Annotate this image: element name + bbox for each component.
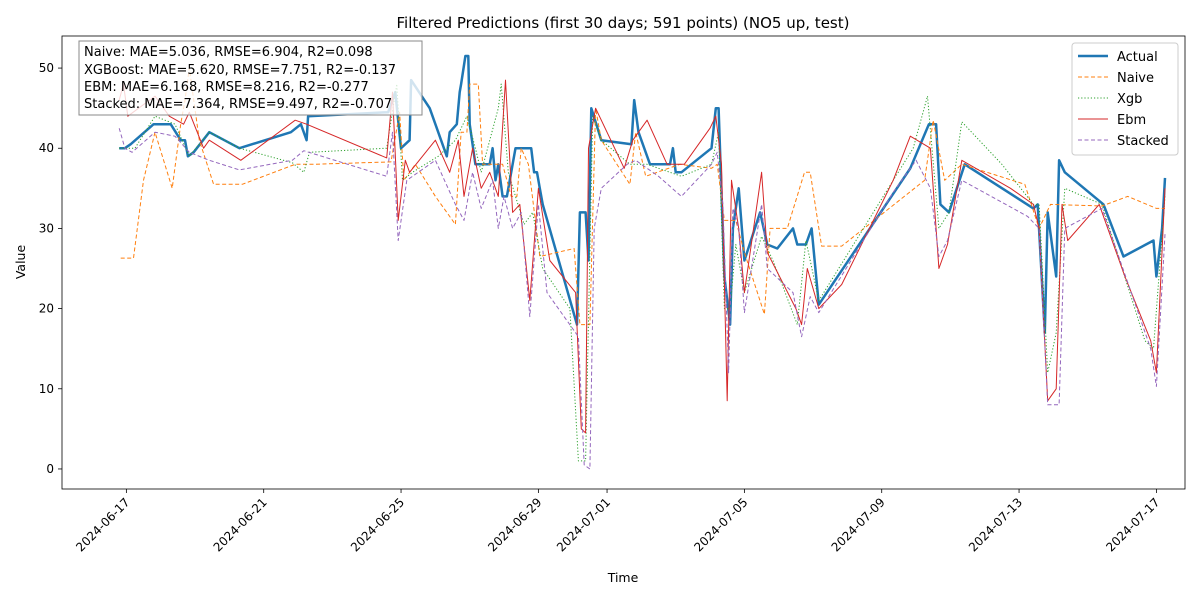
series-line-xgb xyxy=(119,83,1166,462)
legend-label-xgb: Xgb xyxy=(1117,92,1142,107)
metrics-naive: Naive: MAE=5.036, RMSE=6.904, R2=0.098 xyxy=(84,45,373,60)
metrics-box: Naive: MAE=5.036, RMSE=6.904, R2=0.098 X… xyxy=(78,40,423,116)
y-tick-label: 0 xyxy=(46,462,54,476)
legend-label-stacked: Stacked xyxy=(1117,134,1169,149)
metrics-stacked: Stacked: MAE=7.364, RMSE=9.497, R2=-0.70… xyxy=(84,97,392,112)
plot-frame xyxy=(61,35,1186,490)
legend: Actual Naive Xgb Ebm Stacked xyxy=(1071,42,1179,156)
y-axis-label: Value xyxy=(13,245,28,280)
y-tick-label: 10 xyxy=(39,382,54,396)
y-tick-label: 20 xyxy=(39,302,54,316)
series-line-ebm xyxy=(118,79,1166,434)
metrics-xgboost: XGBoost: MAE=5.620, RMSE=7.751, R2=-0.13… xyxy=(84,63,396,78)
legend-label-naive: Naive xyxy=(1117,71,1154,86)
metrics-ebm: EBM: MAE=6.168, RMSE=8.216, R2=-0.277 xyxy=(84,80,369,95)
legend-frame xyxy=(1071,42,1179,156)
legend-label-actual: Actual xyxy=(1117,50,1158,65)
y-axis: 0 10 20 30 40 50 xyxy=(39,61,62,476)
y-tick-label: 40 xyxy=(39,141,54,155)
series-line-naive xyxy=(120,67,1165,326)
y-tick-label: 50 xyxy=(39,61,54,75)
metrics-box-frame xyxy=(78,40,423,116)
x-axis-label: Time xyxy=(607,570,639,585)
series-line-stacked xyxy=(118,128,1166,470)
chart-title: Filtered Predictions (first 30 days; 591… xyxy=(397,14,850,32)
y-tick-label: 30 xyxy=(39,221,54,235)
legend-label-ebm: Ebm xyxy=(1117,113,1146,128)
